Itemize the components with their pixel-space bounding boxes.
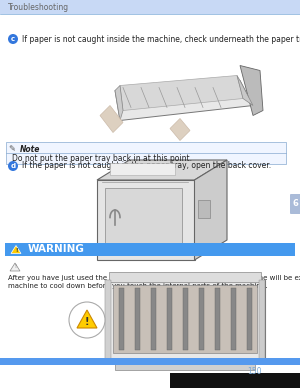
Bar (230, 288, 236, 350)
Bar (182, 288, 188, 350)
Bar (118, 288, 124, 350)
FancyBboxPatch shape (290, 194, 300, 214)
Bar (113, 285, 257, 353)
Bar (105, 280, 265, 360)
Bar (5, 243, 295, 256)
Bar (0, 0, 300, 14)
Bar (115, 360, 255, 370)
Text: c: c (11, 36, 15, 42)
Bar (110, 163, 175, 175)
Polygon shape (100, 106, 123, 132)
Polygon shape (97, 160, 227, 180)
Text: !: ! (14, 265, 16, 270)
Circle shape (8, 34, 18, 44)
Polygon shape (77, 310, 97, 328)
Polygon shape (170, 118, 190, 140)
Circle shape (69, 302, 105, 338)
Text: If paper is not caught inside the machine, check underneath the paper tray.: If paper is not caught inside the machin… (22, 35, 300, 43)
Text: 150: 150 (247, 367, 262, 376)
Text: !: ! (15, 248, 17, 253)
Bar (109, 272, 261, 282)
Bar (199, 288, 203, 350)
Text: ✎: ✎ (8, 145, 16, 154)
Polygon shape (120, 76, 243, 111)
Bar (167, 288, 172, 350)
Bar (105, 280, 111, 360)
Text: Note: Note (20, 145, 40, 154)
Bar (198, 200, 210, 218)
Bar (170, 373, 300, 388)
Polygon shape (240, 66, 263, 116)
Bar (134, 288, 140, 350)
Text: !: ! (85, 317, 89, 327)
Polygon shape (194, 160, 227, 260)
Text: 6: 6 (292, 199, 298, 208)
Bar (0, 358, 300, 365)
Bar (6, 142, 286, 164)
Text: After you have just used the machine, some internal parts of the machine will be: After you have just used the machine, so… (8, 275, 300, 281)
Polygon shape (115, 85, 123, 121)
Polygon shape (11, 246, 21, 253)
Bar (151, 288, 155, 350)
Text: WARNING: WARNING (28, 244, 85, 255)
Text: d: d (11, 163, 16, 169)
Polygon shape (97, 180, 194, 260)
Text: Troubleshooting: Troubleshooting (8, 2, 69, 12)
Polygon shape (105, 188, 182, 252)
Text: machine to cool down before you touch the internal parts of the machine.: machine to cool down before you touch th… (8, 283, 268, 289)
Polygon shape (115, 80, 253, 121)
Circle shape (8, 161, 18, 171)
Bar (214, 288, 220, 350)
Polygon shape (237, 76, 253, 106)
Text: If the paper is not caught in the paper tray, open the back cover.: If the paper is not caught in the paper … (22, 161, 271, 170)
Polygon shape (10, 263, 20, 271)
Bar (247, 288, 251, 350)
Bar (259, 280, 265, 360)
Text: Do not put the paper tray back in at this point.: Do not put the paper tray back in at thi… (12, 154, 192, 163)
